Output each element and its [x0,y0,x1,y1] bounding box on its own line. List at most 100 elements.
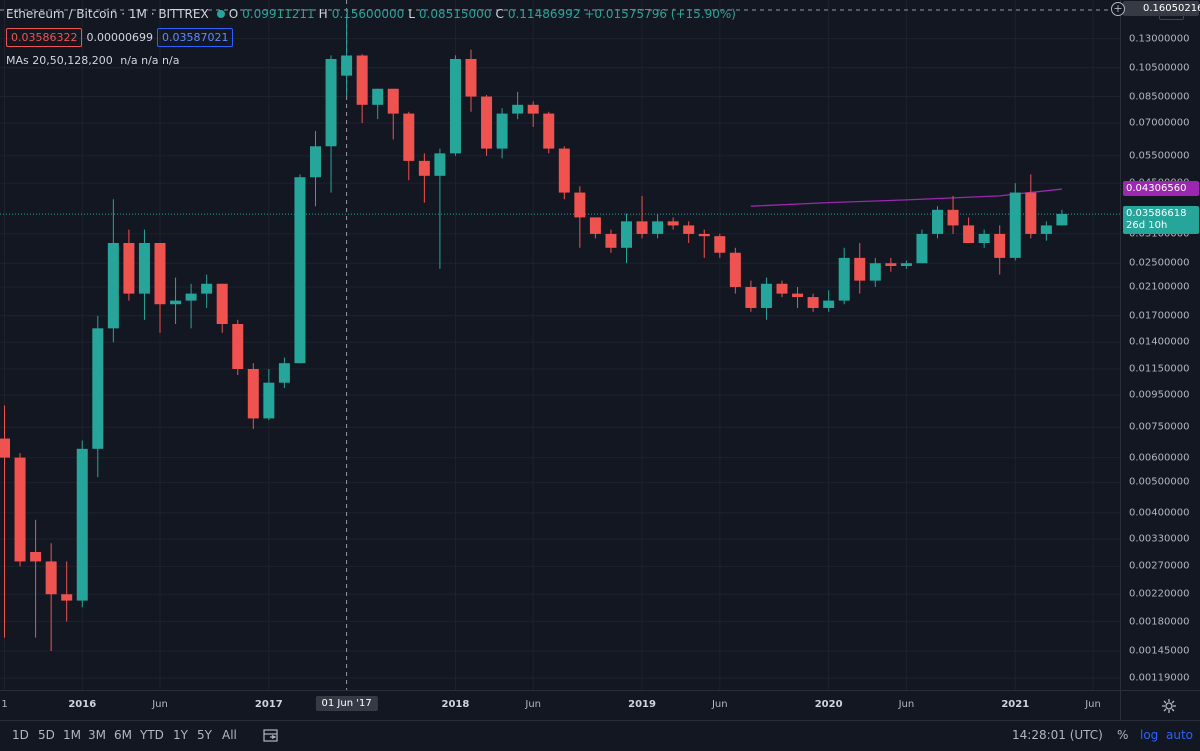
price-tick-label: 0.00119000 [1129,672,1190,684]
clock-display[interactable]: 14:28:01 (UTC) [1012,728,1103,742]
candle [403,111,415,181]
price-tick-label: 0.00180000 [1129,616,1190,628]
candle [76,440,88,608]
candle-body [185,293,197,301]
price-tick-label: 0.02500000 [1129,257,1190,269]
candle-body [341,55,353,76]
open-value: 0.09911211 [242,7,315,21]
candle [449,55,461,156]
candle-body [61,594,73,601]
price-tick-label: 0.00600000 [1129,452,1190,464]
candle [30,519,42,638]
candle-body [916,233,928,264]
candle [216,283,228,333]
range-button[interactable]: 1M [63,728,81,742]
range-button[interactable]: 6M [114,728,132,742]
candle-body [201,283,213,294]
chart-settings-cell[interactable] [1120,690,1200,721]
range-button[interactable]: 5Y [197,728,212,742]
price-tick-label: 0.08500000 [1129,91,1190,103]
candle-body [636,221,648,234]
candle [356,54,368,123]
candle-body [714,236,726,253]
candle-body [107,243,119,329]
candle-body [92,328,104,449]
candle [92,315,104,478]
bid-price-box[interactable]: 0.03586322 [6,28,83,47]
candle [947,195,959,234]
candle [138,229,150,320]
time-axis[interactable]: 1 2016 Jun 2017 2018 Jun 2019 Jun 2020 Jun 2021 Jun… [0,690,1120,721]
candle-body [247,368,259,419]
price-scale[interactable]: 0.200000000.130000000.105000000.08500000… [1111,0,1200,690]
candle-body [605,233,617,248]
chart-pane[interactable]: Ethereum / Bitcoin · 1M · BITTREX O 0.0991… [0,0,1120,690]
candle-body [372,88,384,105]
candle [123,229,135,301]
candle-body [652,221,664,234]
crosshair-time-label: 01 Jun '17 [315,696,378,711]
low-label: L [408,7,415,21]
candle [667,217,679,230]
candle [45,543,57,652]
candle [496,108,508,159]
candle [745,280,757,312]
close-label: C [495,7,504,21]
candle [185,283,197,329]
percent-toggle[interactable]: % [1117,728,1129,742]
symbol-title[interactable]: Ethereum / Bitcoin · 1M · BITTREX [6,7,209,21]
price-tick-label: 0.05500000 [1129,150,1190,162]
range-button[interactable]: 3M [88,728,106,742]
candle [341,13,353,97]
gear-icon[interactable] [1161,698,1177,714]
candle-body [698,233,710,237]
candle-body [1025,192,1037,234]
price-tick-label: 0.00500000 [1129,476,1190,488]
candle-body [449,58,461,154]
candle [1056,209,1068,226]
candle [760,277,772,320]
candle [107,199,119,343]
market-status-icon [216,10,225,18]
date-range-icon[interactable] [262,728,280,744]
log-toggle[interactable]: log [1140,728,1159,742]
price-tick-label: 0.02100000 [1129,281,1190,293]
candle [1040,221,1052,241]
candle [512,91,524,120]
open-label: O [228,7,239,21]
candle-body [543,113,555,149]
candle [869,257,881,287]
ma-price-label: 0.04306560 [1123,181,1199,197]
candle-body [45,561,57,595]
candle-body [465,58,477,97]
candle-body [123,243,135,294]
range-button[interactable]: YTD [140,728,164,742]
plus-circle-icon[interactable]: + [1111,1,1125,16]
candle-body [325,58,337,147]
range-button[interactable]: 1D [12,728,29,742]
candle [372,88,384,120]
candle [636,195,648,239]
ask-price-box[interactable]: 0.03587021 [156,28,234,47]
time-axis-label: 1 [1,699,8,710]
range-button[interactable]: 5D [38,728,55,742]
close-value: 0.11486992 [507,7,581,21]
candle-body [232,324,244,369]
candlestick-chart[interactable] [0,0,1120,690]
price-tick-label: 0.07000000 [1129,117,1190,129]
candle-body [869,263,881,281]
candle [621,213,632,264]
crosshair-price-label: 0.16050216 + [1111,0,1200,16]
candle-body [792,293,804,298]
ma-legend[interactable]: MAs 20,50,128,200 n/a n/a n/a [6,54,183,67]
time-axis-label: Jun [525,699,541,710]
range-button[interactable]: 1Y [173,728,188,742]
auto-toggle[interactable]: auto [1166,728,1194,742]
candle [807,293,819,312]
candle-body [589,217,601,234]
high-value: 0.15600000 [331,7,405,21]
price-tick-label: 0.00220000 [1129,588,1190,600]
range-button[interactable]: All [222,728,237,742]
candle [652,213,664,239]
candle-body [310,146,321,178]
